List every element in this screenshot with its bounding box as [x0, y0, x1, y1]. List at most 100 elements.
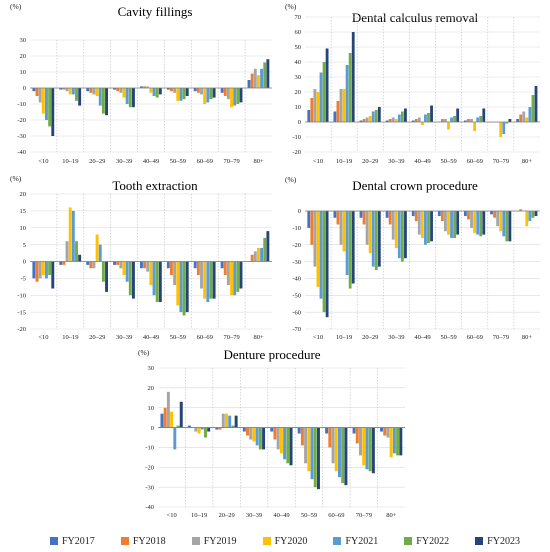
bar-fy2019-8 — [226, 261, 230, 286]
bar-fy2021-7 — [476, 211, 480, 235]
bar-fy2023-3 — [377, 107, 381, 122]
bar-fy2020-5 — [279, 427, 283, 454]
bar-fy2020-8 — [230, 88, 233, 108]
bar-fy2019-5 — [146, 86, 150, 88]
x-category-label: <10 — [313, 158, 323, 165]
bar-fy2018-1 — [35, 88, 39, 96]
legend-item-fy2021: FY2021 — [333, 536, 378, 547]
x-category-label: 20–29 — [362, 158, 378, 165]
bar-fy2022-3 — [374, 211, 378, 270]
chart-panel-3: Tooth extraction (%) -20 -15 -10 -5 0 5 10 15 20 <1… — [10, 174, 272, 341]
bar-fy2018-4 — [388, 119, 392, 122]
bar-fy2017-1 — [160, 413, 164, 428]
bar-fy2023-7 — [344, 427, 348, 486]
bar-fy2022-1 — [48, 88, 52, 127]
y-tick-label: -10 — [292, 134, 301, 141]
bar-fy2019-7 — [331, 427, 335, 464]
bar-fy2019-4 — [119, 88, 123, 93]
bar-fy2022-4 — [258, 427, 262, 450]
y-tick-label: 0 — [23, 85, 26, 92]
bar-fy2023-3 — [377, 211, 381, 267]
bar-fy2018-1 — [35, 261, 39, 282]
legend-swatch — [262, 537, 271, 545]
x-category-label: 70–79 — [224, 158, 240, 165]
legend-label: FY2019 — [203, 535, 237, 547]
x-category-label: 50–59 — [440, 158, 456, 165]
bar-fy2018-8 — [223, 88, 227, 96]
y-tick-label: 0 — [298, 119, 301, 126]
bar-fy2017-8 — [352, 427, 356, 434]
bar-fy2017-6 — [297, 427, 301, 434]
bar-fy2018-7 — [467, 119, 470, 122]
bar-fy2017-3 — [86, 261, 90, 265]
bar-fy2019-1 — [313, 211, 317, 267]
bar-fy2022-9 — [263, 237, 267, 262]
bar-fy2019-1 — [313, 89, 317, 122]
bar-fy2018-5 — [414, 211, 418, 222]
bar-fy2019-6 — [444, 119, 447, 122]
bar-fy2018-3 — [89, 261, 93, 269]
bar-fy2019-6 — [304, 427, 308, 464]
x-category-label: 80+ — [522, 334, 533, 341]
bar-fy2020-9 — [256, 75, 260, 88]
bar-fy2022-8 — [505, 122, 509, 124]
bar-fy2022-2 — [203, 427, 207, 438]
y-unit-label: (%) — [285, 2, 297, 11]
legend-item-fy2018: FY2018 — [120, 535, 166, 547]
bar-fy2017-4 — [385, 120, 389, 122]
bar-fy2019-2 — [194, 427, 198, 432]
legend-swatch — [191, 537, 200, 545]
x-category-label: 20–29 — [362, 334, 378, 341]
x-category-label: 40–49 — [414, 158, 430, 165]
bar-fy2019-8 — [226, 88, 230, 100]
legend-label: FY2018 — [132, 535, 166, 547]
bar-fy2020-6 — [447, 211, 450, 235]
x-category-label: 20–29 — [89, 158, 105, 165]
bar-fy2019-7 — [470, 119, 473, 122]
bar-fy2017-7 — [193, 261, 197, 269]
bar-fy2020-4 — [394, 211, 398, 249]
bar-fy2023-4 — [404, 211, 407, 259]
bar-fy2020-6 — [447, 122, 450, 130]
bar-fy2021-5 — [283, 427, 287, 460]
bar-fy2020-4 — [122, 261, 126, 275]
bar-fy2017-1 — [32, 88, 36, 92]
bar-fy2022-1 — [322, 211, 326, 313]
bar-fy2021-2 — [345, 65, 349, 122]
bar-fy2023-6 — [185, 261, 189, 313]
bar-fy2017-5 — [139, 261, 143, 269]
bar-fy2020-2 — [68, 207, 72, 262]
bar-fy2017-5 — [270, 427, 274, 432]
bar-fy2019-2 — [65, 88, 69, 92]
bar-fy2019-1 — [38, 261, 42, 279]
bar-fy2022-9 — [531, 211, 535, 218]
bar-fy2022-3 — [231, 425, 235, 428]
bar-fy2021-1 — [45, 88, 48, 120]
bar-fy2020-1 — [41, 261, 45, 275]
bar-fy2022-6 — [182, 261, 186, 316]
bar-fy2019-4 — [391, 117, 395, 122]
bar-fy2021-4 — [125, 88, 129, 104]
x-category-label: 10–19 — [336, 158, 352, 165]
bar-fy2020-7 — [473, 211, 477, 233]
bar-fy2020-8 — [499, 122, 503, 137]
y-tick-label: 20 — [20, 191, 27, 198]
bar-fy2020-7 — [473, 122, 477, 131]
bar-fy2021-2 — [345, 211, 349, 276]
x-category-label: 30–39 — [388, 158, 404, 165]
bar-fy2017-7 — [464, 120, 467, 122]
bar-fy2018-9 — [250, 73, 254, 88]
x-category-label: 40–49 — [414, 334, 430, 341]
y-tick-label: 20 — [20, 53, 27, 60]
bar-fy2017-9 — [247, 80, 251, 88]
bar-fy2023-4 — [131, 261, 135, 299]
legend-swatch — [120, 537, 129, 545]
bar-fy2020-2 — [342, 89, 346, 122]
chart-panel-2: Dental calculus removal (%) -20 -10 0 10 20 30 4… — [285, 2, 540, 165]
bar-fy2022-4 — [400, 111, 404, 122]
bar-fy2021-8 — [233, 261, 237, 296]
bar-fy2020-1 — [41, 88, 45, 114]
bar-fy2020-3 — [368, 211, 372, 254]
y-tick-label: -10 — [17, 292, 26, 299]
